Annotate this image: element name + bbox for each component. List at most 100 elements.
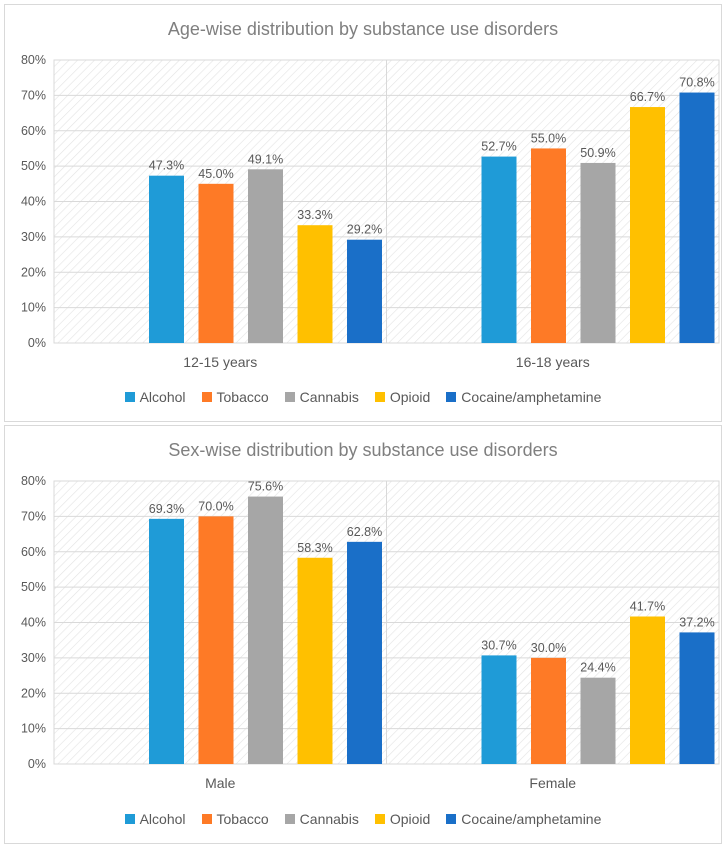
sex-distribution-chart: Sex-wise distribution by substance use d…: [4, 425, 722, 844]
age-chart-plot: 0% 10% 20% 30% 40% 50% 60% 70% 80% 47.3% 45.0% 49.1…: [21, 53, 720, 370]
legend-item-alcohol: Alcohol: [124, 389, 186, 405]
bar: [248, 169, 283, 343]
legend-label: Opioid: [389, 389, 431, 405]
y-tick-label: 70%: [21, 509, 46, 523]
bar: [630, 616, 665, 764]
bar: [679, 632, 715, 764]
data-label: 30.0%: [531, 641, 566, 655]
data-label: 58.3%: [297, 541, 332, 555]
y-tick-label: 50%: [21, 159, 46, 173]
bar: [481, 156, 517, 343]
legend-item-tobacco: Tobacco: [201, 389, 269, 405]
bar: [580, 162, 616, 343]
chart-legend: Alcohol Tobacco Cannabis Opioid Cocaine/…: [5, 389, 721, 405]
x-tick-label: 12-15 years: [183, 354, 257, 370]
legend-label: Cocaine/amphetamine: [461, 389, 602, 405]
legend-swatch: [201, 814, 212, 824]
data-label: 70.8%: [679, 76, 714, 90]
data-label: 29.2%: [347, 223, 382, 237]
y-tick-label: 60%: [21, 124, 46, 138]
y-tick-label: 50%: [21, 580, 46, 594]
x-tick-label: 16-18 years: [516, 354, 590, 370]
legend-swatch: [201, 392, 212, 402]
legend-swatch: [374, 392, 385, 402]
x-tick-label: Female: [529, 775, 576, 791]
y-tick-label: 10%: [21, 722, 46, 736]
legend-swatch: [446, 814, 457, 824]
legend-label: Alcohol: [139, 811, 186, 827]
y-tick-label: 20%: [21, 265, 46, 279]
data-label: 69.3%: [149, 502, 184, 516]
bar: [679, 92, 715, 343]
legend-label: Opioid: [389, 811, 431, 827]
legend-item-alcohol: Alcohol: [124, 811, 186, 827]
bar: [297, 557, 333, 764]
legend-swatch: [284, 392, 295, 402]
legend-label: Alcohol: [139, 389, 186, 405]
chart-legend: Alcohol Tobacco Cannabis Opioid Cocaine/…: [5, 811, 721, 827]
legend-label: Cannabis: [299, 389, 359, 405]
legend-item-cocaine: Cocaine/amphetamine: [446, 389, 601, 405]
legend-label: Tobacco: [216, 811, 269, 827]
y-tick-label: 70%: [21, 88, 46, 102]
age-distribution-chart: Age-wise distribution by substance use d…: [4, 4, 722, 422]
y-tick-label: 30%: [21, 230, 46, 244]
legend-item-opioid: Opioid: [374, 389, 431, 405]
legend-item-cocaine: Cocaine/amphetamine: [446, 811, 601, 827]
data-label: 75.6%: [248, 480, 283, 494]
y-tick-label: 0%: [28, 757, 46, 771]
data-label: 49.1%: [248, 152, 283, 166]
bar: [630, 107, 665, 343]
data-label: 30.7%: [481, 638, 516, 652]
legend-swatch: [374, 814, 385, 824]
y-tick-label: 40%: [21, 195, 46, 209]
data-label: 70.0%: [198, 499, 233, 513]
legend-item-tobacco: Tobacco: [201, 811, 269, 827]
legend-item-cannabis: Cannabis: [284, 389, 359, 405]
bar: [347, 239, 382, 343]
y-tick-label: 80%: [21, 53, 46, 67]
legend-item-opioid: Opioid: [374, 811, 431, 827]
bar: [531, 148, 566, 343]
legend-label: Cocaine/amphetamine: [461, 811, 602, 827]
data-label: 66.7%: [630, 90, 665, 104]
y-tick-label: 0%: [28, 336, 46, 350]
bar: [481, 655, 517, 764]
y-tick-label: 10%: [21, 301, 46, 315]
data-label: 47.3%: [149, 159, 184, 173]
legend-label: Tobacco: [216, 389, 269, 405]
bar: [297, 225, 333, 343]
y-tick-label: 40%: [21, 616, 46, 630]
y-tick-label: 60%: [21, 545, 46, 559]
data-label: 55.0%: [531, 131, 566, 145]
bar: [248, 496, 283, 764]
legend-swatch: [124, 392, 135, 402]
data-label: 62.8%: [347, 525, 382, 539]
data-label: 37.2%: [679, 615, 714, 629]
legend-swatch: [284, 814, 295, 824]
data-label: 52.7%: [481, 140, 516, 154]
chart-title: Sex-wise distribution by substance use d…: [168, 440, 558, 460]
legend-item-cannabis: Cannabis: [284, 811, 359, 827]
x-tick-label: Male: [205, 775, 236, 791]
bar: [531, 657, 566, 764]
bar: [149, 518, 184, 764]
bar: [198, 516, 234, 764]
bar: [347, 541, 382, 764]
y-tick-label: 80%: [21, 474, 46, 488]
legend-swatch: [124, 814, 135, 824]
y-tick-label: 30%: [21, 651, 46, 665]
legend-swatch: [446, 392, 457, 402]
bar: [149, 175, 184, 343]
data-label: 24.4%: [580, 661, 615, 675]
legend-label: Cannabis: [299, 811, 359, 827]
data-label: 41.7%: [630, 599, 665, 613]
bar: [580, 677, 616, 764]
data-label: 45.0%: [198, 167, 233, 181]
data-label: 50.9%: [580, 146, 615, 160]
data-label: 33.3%: [297, 208, 332, 222]
sex-chart-plot: 0% 10% 20% 30% 40% 50% 60% 70% 80% 69.3% 70.0% 75.6…: [21, 474, 720, 791]
y-tick-label: 20%: [21, 686, 46, 700]
chart-title: Age-wise distribution by substance use d…: [167, 19, 559, 39]
bar: [198, 183, 234, 343]
